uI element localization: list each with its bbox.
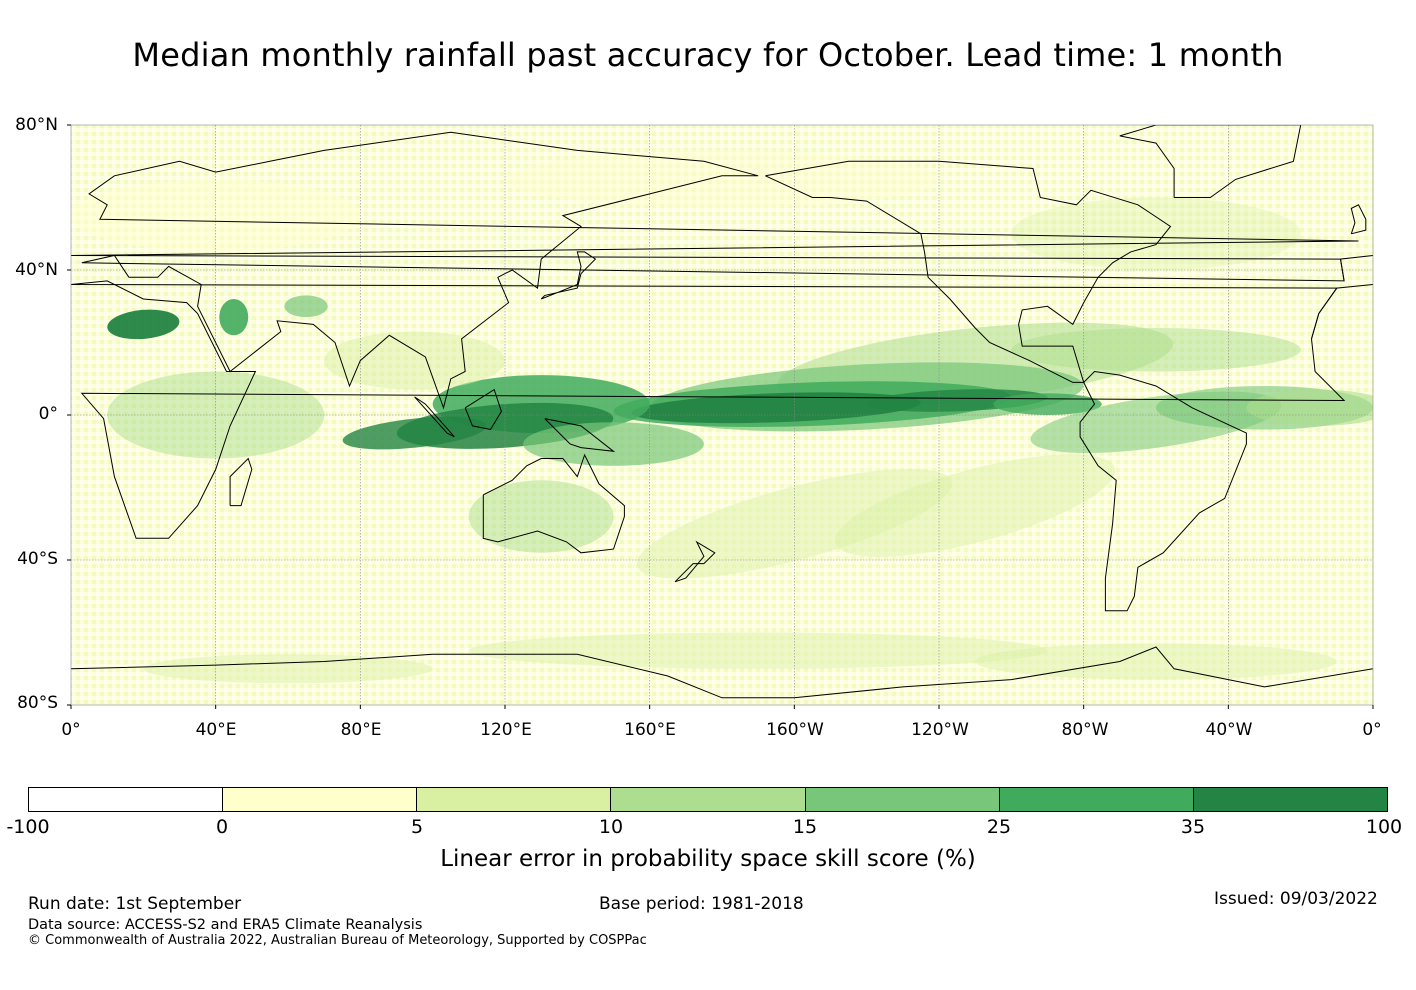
lon-tick-0-right: 0° [1362, 720, 1382, 740]
colorbar-label: 10 [598, 816, 624, 838]
africa-coastline [71, 280, 1346, 539]
skill-region [219, 299, 249, 336]
colorbar-label: -100 [6, 816, 50, 838]
greenland-coastline [1119, 125, 1302, 198]
skill-region [143, 654, 433, 684]
colorbar-segment [999, 788, 1194, 811]
lon-tick-40e: 40°E [195, 720, 237, 740]
skill-region [107, 309, 180, 340]
colorbar-label: 100 [1365, 816, 1403, 838]
lon-tick-120e: 120°E [480, 720, 532, 740]
south-america-coastline [1079, 370, 1247, 612]
uk-coastline [1350, 204, 1367, 235]
lat-tick-40n: 40°N [15, 260, 58, 280]
skill-region [468, 632, 1048, 669]
skill-region [1246, 389, 1373, 426]
japan-coastline [540, 251, 597, 300]
colorbar-segment [805, 788, 1000, 811]
lon-tick-80e: 80°E [340, 720, 382, 740]
issued-date: Issued: 09/03/2022 [1214, 889, 1378, 909]
antarctica-coastline [71, 646, 1373, 699]
skill-region [342, 416, 487, 450]
colorbar-label: 0 [215, 816, 229, 838]
lat-tick-40s: 40°S [17, 549, 58, 569]
data-source: Data source: ACCESS-S2 and ERA5 Climate … [28, 917, 423, 933]
skill-region [523, 422, 704, 466]
lon-tick-80w: 80°W [1061, 720, 1109, 740]
skill-region [636, 468, 952, 579]
colorbar-segment [223, 788, 418, 811]
colorbar [28, 787, 1388, 812]
skill-region [835, 454, 1116, 557]
skill-score-map [67, 124, 1374, 709]
colorbar-label: 5 [410, 816, 424, 838]
skill-region [284, 295, 328, 318]
lat-tick-equator: 0° [38, 404, 58, 424]
copyright: © Commonwealth of Australia 2022, Austra… [28, 933, 647, 948]
skill-region [1011, 328, 1301, 372]
colorbar-label: 15 [792, 816, 818, 838]
colorbar-segment [417, 788, 612, 811]
madagascar-coastline [229, 457, 253, 507]
skill-region [631, 392, 921, 424]
europe-west-coastline [1339, 255, 1373, 281]
colorbar-segment [1193, 788, 1387, 811]
lon-tick-160e: 160°E [624, 720, 676, 740]
lon-tick-40w: 40°W [1205, 720, 1253, 740]
north-america-coastline [765, 160, 1172, 383]
lon-tick-120w: 120°W [911, 720, 969, 740]
new-zealand-coastline [674, 540, 716, 583]
africa-west-coastline [1311, 284, 1373, 340]
lon-tick-0-left: 0° [61, 720, 81, 740]
new-guinea-coastline [544, 418, 616, 452]
colorbar-label: 35 [1180, 816, 1206, 838]
lon-tick-160w: 160°W [766, 720, 824, 740]
lat-tick-80s: 80°S [17, 693, 58, 713]
skill-region [975, 643, 1337, 680]
sumatra-coastline [414, 396, 455, 438]
europe-asia-coastline [71, 131, 1359, 410]
colorbar-segment [611, 788, 806, 811]
borneo-coastline [464, 388, 502, 431]
lat-tick-80n: 80°N [15, 115, 58, 135]
skill-region [505, 150, 939, 209]
australia-coastline [482, 453, 625, 554]
colorbar-title: Linear error in probability space skill … [440, 846, 976, 872]
map-title: Median monthly rainfall past accuracy fo… [132, 36, 1284, 74]
skill-region [324, 331, 505, 390]
colorbar-segment [29, 788, 224, 811]
colorbar-label: 25 [986, 816, 1012, 838]
run-date: Run date: 1st September [28, 894, 242, 914]
base-period: Base period: 1981-2018 [599, 894, 804, 914]
map-area: 80°N 40°N 0° 40°S 80°S 0° 40°E 80°E 120°… [15, 115, 1382, 740]
